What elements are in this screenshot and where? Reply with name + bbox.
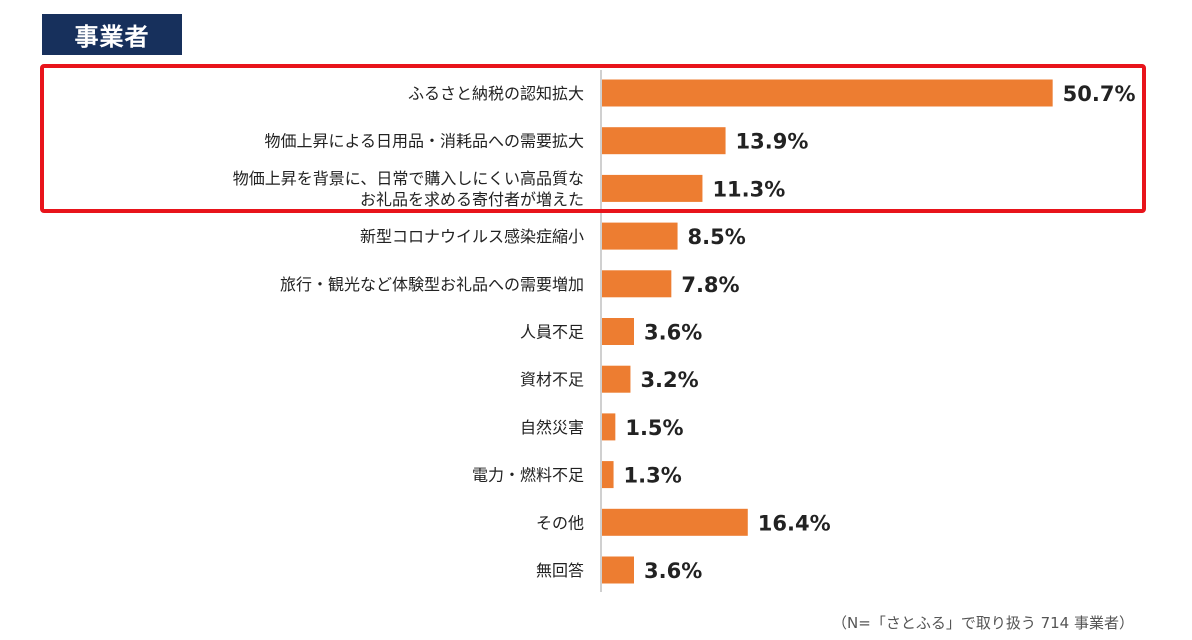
category-label: その他 bbox=[536, 513, 584, 532]
data-label: 11.3% bbox=[712, 177, 785, 201]
data-label: 3.6% bbox=[644, 321, 702, 345]
data-label: 3.6% bbox=[644, 559, 702, 583]
category-label: 資材不足 bbox=[520, 370, 584, 389]
data-label: 8.5% bbox=[688, 225, 746, 249]
highlight-frame bbox=[40, 64, 1146, 213]
bar bbox=[602, 222, 678, 250]
category-label: 電力・燃料不足 bbox=[472, 466, 584, 485]
data-label: 13.9% bbox=[736, 130, 809, 154]
category-label: 物価上昇による日用品・消耗品への需要拡大 bbox=[264, 132, 584, 151]
data-label: 7.8% bbox=[681, 273, 739, 297]
data-label: 1.3% bbox=[624, 464, 682, 488]
section-title: 事業者 bbox=[42, 14, 182, 55]
bar bbox=[602, 318, 634, 345]
bar bbox=[602, 413, 616, 441]
data-label: 3.2% bbox=[640, 368, 698, 392]
category-label: お礼品を求める寄付者が増えた bbox=[360, 190, 584, 209]
category-label: ふるさと納税の認知拡大 bbox=[408, 84, 584, 103]
bar bbox=[602, 79, 1053, 107]
bar bbox=[602, 461, 614, 489]
bar bbox=[602, 127, 726, 155]
data-label: 50.7% bbox=[1063, 82, 1136, 106]
data-label: 16.4% bbox=[758, 511, 831, 535]
bar bbox=[602, 365, 631, 393]
category-label: 物価上昇を背景に、日常で購入しにくい高品質な bbox=[233, 169, 584, 188]
sample-size-note: （N=「さとふる」で取り扱う 714 事業者） bbox=[832, 614, 1134, 632]
category-label: 人員不足 bbox=[520, 323, 584, 342]
bar bbox=[602, 556, 634, 584]
bar bbox=[602, 174, 703, 202]
bar bbox=[602, 508, 748, 536]
category-label: 新型コロナウイルス感染症縮小 bbox=[360, 227, 584, 246]
category-label: 旅行・観光など体験型お礼品への需要増加 bbox=[280, 275, 584, 294]
data-label: 1.5% bbox=[625, 416, 683, 440]
category-label: 自然災害 bbox=[520, 418, 584, 437]
bar bbox=[602, 270, 672, 298]
category-label: 無回答 bbox=[536, 561, 584, 580]
